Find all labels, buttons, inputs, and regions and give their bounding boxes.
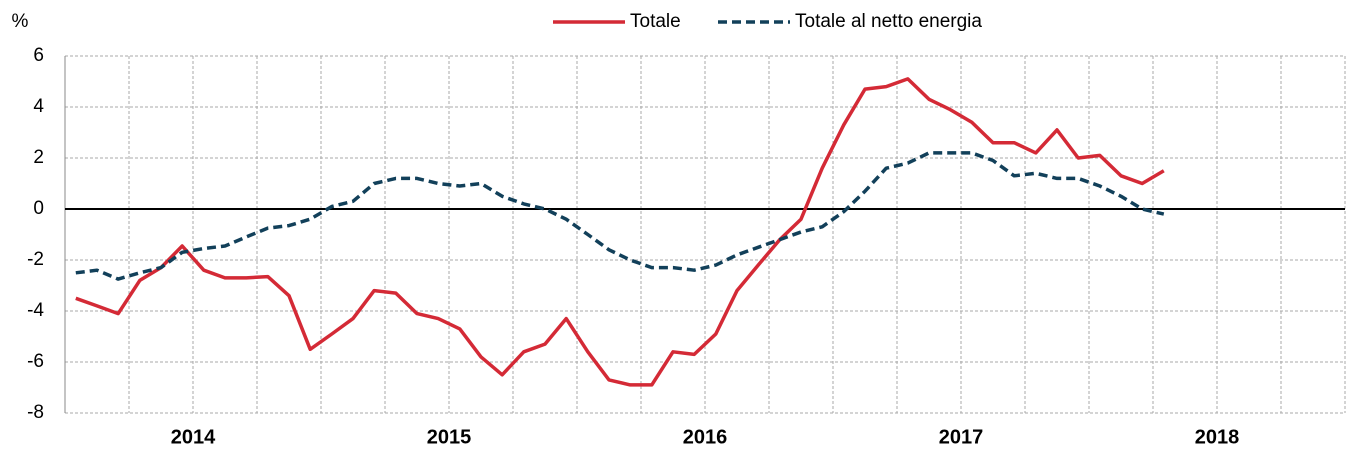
y-tick-label: 6 — [33, 45, 44, 66]
x-tick-label: 2016 — [683, 426, 728, 448]
y-tick-label: 0 — [33, 198, 44, 219]
y-tick-label: 2 — [33, 147, 44, 168]
legend-label: Totale al netto energia — [795, 11, 982, 32]
series-line — [75, 151, 1165, 281]
series-line — [75, 77, 1165, 387]
legend-label: Totale — [630, 11, 681, 32]
y-axis-label: % — [12, 11, 29, 32]
x-tick-label: 2014 — [171, 426, 216, 448]
y-tick-label: -6 — [27, 351, 44, 372]
y-tick-label: -2 — [27, 249, 44, 270]
x-tick-label: 2015 — [427, 426, 472, 448]
x-tick-label: 2018 — [1195, 426, 1240, 448]
x-tick-label: 2017 — [939, 426, 984, 448]
y-tick-label: -8 — [27, 402, 44, 423]
y-tick-label: 4 — [33, 96, 44, 117]
y-tick-label: -4 — [27, 300, 44, 321]
